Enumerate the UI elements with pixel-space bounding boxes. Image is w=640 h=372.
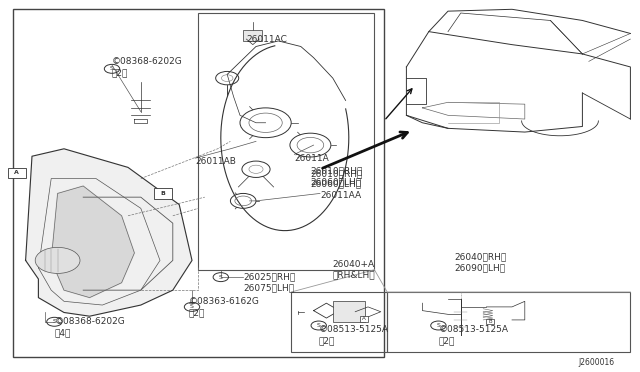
Text: S: S bbox=[219, 275, 223, 280]
Text: J2600016: J2600016 bbox=[579, 358, 614, 367]
Text: 26011AC: 26011AC bbox=[246, 35, 287, 44]
Text: 26040+A
（RH&LH）: 26040+A （RH&LH） bbox=[333, 260, 376, 280]
Text: ©08363-6162G
（2）: ©08363-6162G （2） bbox=[189, 297, 260, 317]
Text: 26011A: 26011A bbox=[294, 154, 329, 163]
Text: 26040（RH）
26090（LH）: 26040（RH） 26090（LH） bbox=[454, 252, 507, 272]
Polygon shape bbox=[51, 186, 134, 298]
Polygon shape bbox=[26, 149, 192, 316]
Bar bbox=[243, 30, 262, 41]
Bar bbox=[333, 301, 365, 322]
Bar bbox=[8, 168, 26, 178]
Text: 26010（RH）
26060（LH）: 26010（RH） 26060（LH） bbox=[310, 169, 363, 189]
Bar bbox=[486, 319, 494, 324]
Text: S: S bbox=[52, 319, 56, 324]
Text: ©08368-6202G
（4）: ©08368-6202G （4） bbox=[54, 317, 125, 337]
Text: 26011AA: 26011AA bbox=[320, 191, 361, 200]
Text: A: A bbox=[14, 170, 19, 176]
Bar bbox=[198, 13, 374, 270]
Text: 26010（RH）
26060（LH）: 26010（RH） 26060（LH） bbox=[310, 167, 363, 187]
Bar bbox=[291, 292, 387, 352]
Text: S: S bbox=[436, 323, 440, 328]
Circle shape bbox=[35, 247, 80, 273]
Bar bbox=[154, 188, 172, 199]
Text: S: S bbox=[110, 66, 114, 71]
Text: ©08513-5125A
（2）: ©08513-5125A （2） bbox=[438, 325, 508, 345]
Bar bbox=[13, 9, 384, 357]
Text: 26025（RH）
26075（LH）: 26025（RH） 26075（LH） bbox=[243, 273, 296, 293]
Text: 26011AB: 26011AB bbox=[195, 157, 236, 166]
Text: S: S bbox=[317, 323, 321, 328]
Text: S: S bbox=[190, 304, 194, 310]
Bar bbox=[387, 292, 630, 352]
Text: ©08513-5125A
（2）: ©08513-5125A （2） bbox=[319, 325, 388, 345]
Bar bbox=[360, 316, 368, 322]
Text: ©08368-6202G
（2）: ©08368-6202G （2） bbox=[112, 57, 183, 77]
Text: B: B bbox=[488, 319, 492, 324]
Text: B: B bbox=[161, 191, 166, 196]
Text: A: A bbox=[362, 317, 366, 321]
